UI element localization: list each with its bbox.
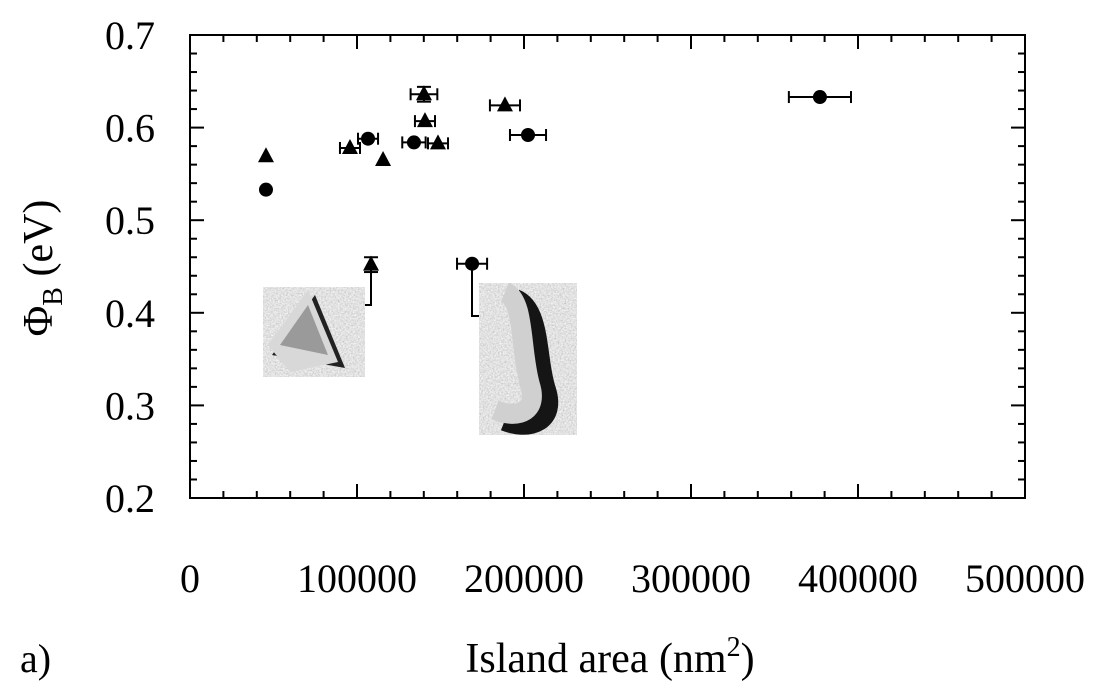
y-tick-label: 0.5 — [105, 198, 155, 243]
triangle-point — [375, 151, 392, 167]
x-tick-label: 100000 — [297, 556, 417, 601]
circle-point — [406, 135, 421, 150]
circle-point — [465, 256, 480, 271]
circle-point — [361, 131, 376, 146]
circle-point — [521, 128, 536, 143]
triangle-point — [363, 255, 380, 271]
triangle-point — [416, 112, 433, 128]
x-tick-label: 400000 — [798, 556, 918, 601]
y-tick-label: 0.7 — [105, 13, 155, 58]
circle-point — [258, 182, 273, 197]
y-tick-label: 0.6 — [105, 106, 155, 151]
inset-elongated-island — [471, 270, 577, 435]
y-tick-label: 0.3 — [105, 383, 155, 428]
triangle-point — [496, 96, 513, 112]
x-tick-label: 500000 — [965, 556, 1085, 601]
triangle-point — [429, 134, 446, 150]
x-tick-label: 300000 — [631, 556, 751, 601]
inset-triangle-island — [263, 270, 372, 377]
y-tick-label: 0.2 — [105, 476, 155, 521]
circle-point — [812, 90, 827, 105]
x-tick-label: 200000 — [464, 556, 584, 601]
y-axis-label: ΦB (eV) — [16, 200, 69, 337]
plot-frame — [189, 34, 1026, 499]
panel-label: a) — [20, 636, 51, 681]
x-tick-label: 0 — [180, 556, 200, 601]
x-axis-label: Island area (nm2) — [465, 632, 754, 682]
triangle-point — [341, 138, 358, 154]
triangle-point — [415, 85, 432, 101]
y-tick-label: 0.4 — [105, 291, 155, 336]
triangle-point — [257, 147, 274, 163]
